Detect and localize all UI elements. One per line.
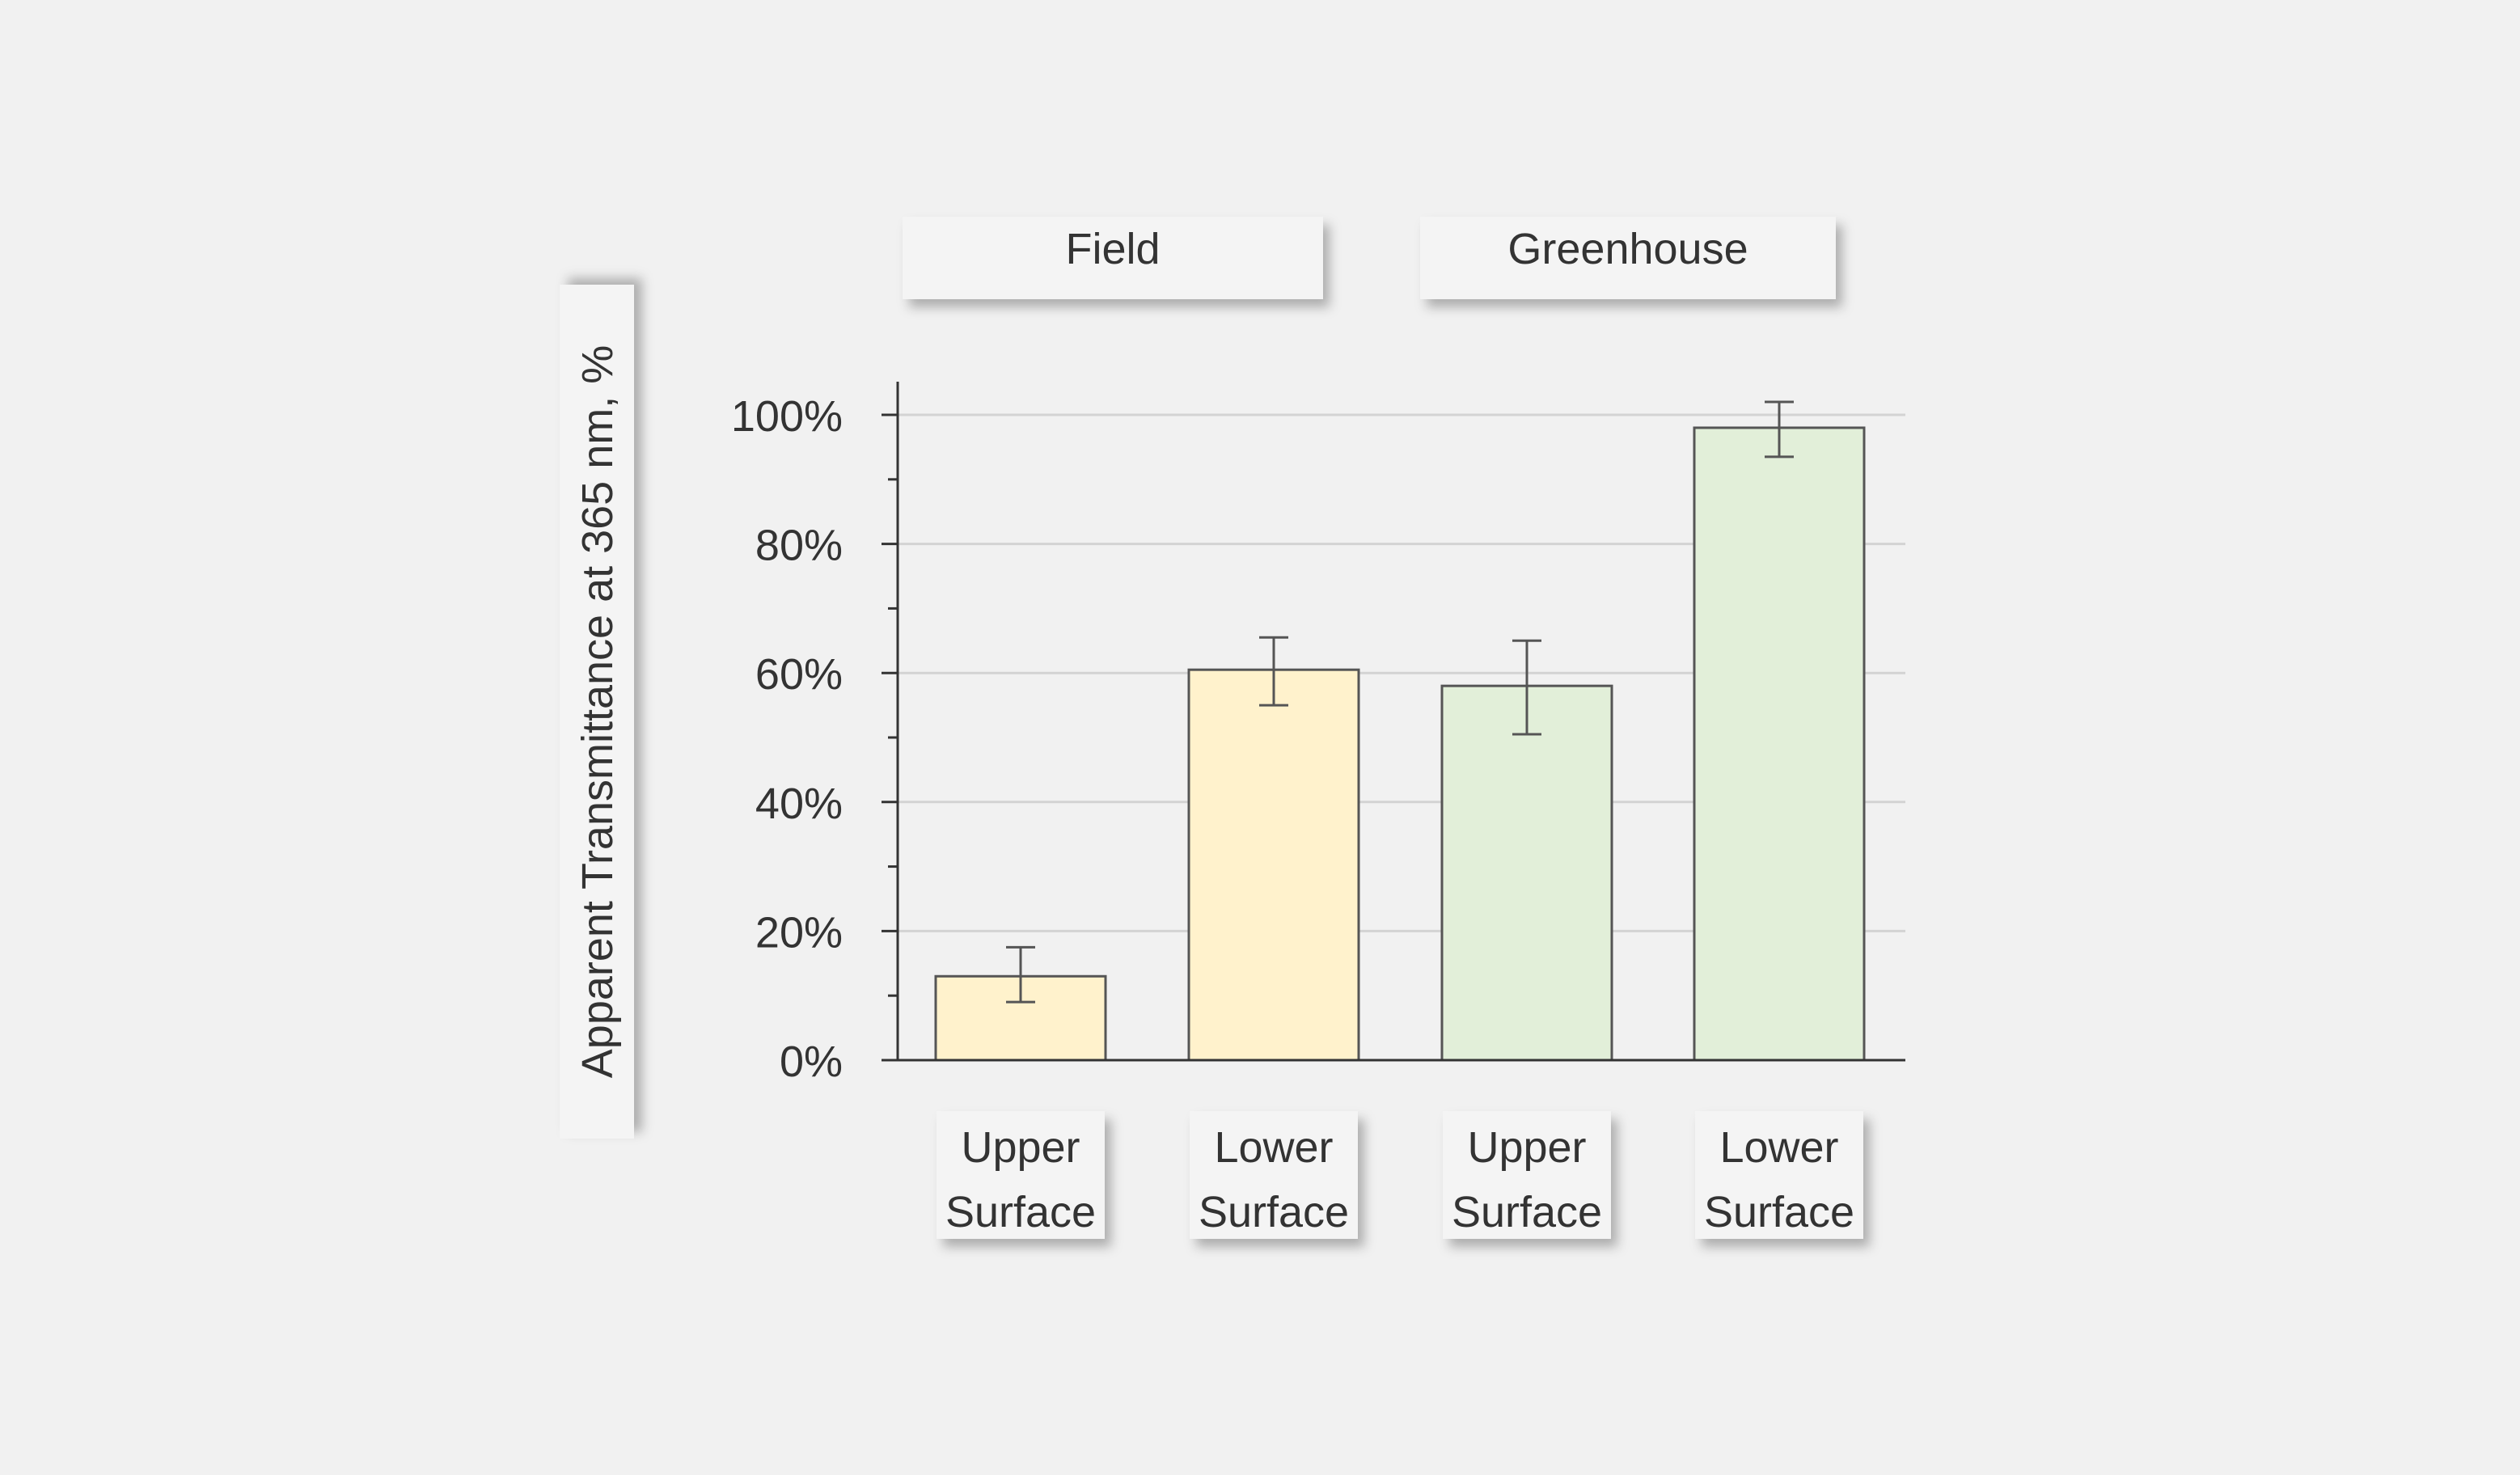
y-tick-label: 0% [780,1038,843,1086]
bar [1187,668,1360,1062]
category-label-line: Upper [1467,1123,1586,1172]
category-label-line: Surface [1452,1188,1602,1236]
category-label: Upper Surface [937,1111,1105,1239]
y-axis-label-box: Apparent Transmittance at 365 nm, % [560,285,634,1139]
y-tick-label: 60% [755,650,843,699]
bar [1693,426,1866,1062]
error-bar [1512,639,1541,736]
error-bar [1006,945,1035,1004]
labels: 0% 20% 40% 60% 80% 100% Apparent Transmittance… [560,217,1863,1239]
category-label: Lower Surface [1695,1111,1863,1239]
bar [1440,684,1613,1062]
category-label-line: Lower [1214,1123,1333,1172]
category-label-line: Surface [945,1188,1096,1236]
category-label: Upper Surface [1443,1111,1611,1239]
group-header-label: Greenhouse [1507,225,1748,273]
category-label-bg [1190,1111,1358,1239]
category-label-line: Lower [1719,1123,1838,1172]
group-header: Field [903,217,1323,299]
group-header-bg [903,217,1323,299]
category-label-bg [1443,1111,1611,1239]
y-tick-label: 100% [731,392,843,441]
group-header-label: Field [1065,225,1160,273]
category-label-bg [1695,1111,1863,1239]
y-tick-label: 80% [755,522,843,570]
y-axis-label-bg [560,285,634,1139]
y-tick-label: 40% [755,780,843,828]
category-label-line: Surface [1704,1188,1854,1236]
axes [882,382,1905,1062]
group-header-bg [1420,217,1836,299]
category-label-bg [937,1111,1105,1239]
y-axis-label: Apparent Transmittance at 365 nm, % [573,345,622,1078]
category-label-line: Surface [1199,1188,1349,1236]
y-tick-label: 20% [755,908,843,957]
bars [934,400,1866,1062]
category-label: Lower Surface [1190,1111,1358,1239]
error-bar [1259,636,1288,707]
group-header: Greenhouse [1420,217,1836,299]
category-label-line: Upper [961,1123,1080,1172]
error-bar [1765,400,1794,459]
